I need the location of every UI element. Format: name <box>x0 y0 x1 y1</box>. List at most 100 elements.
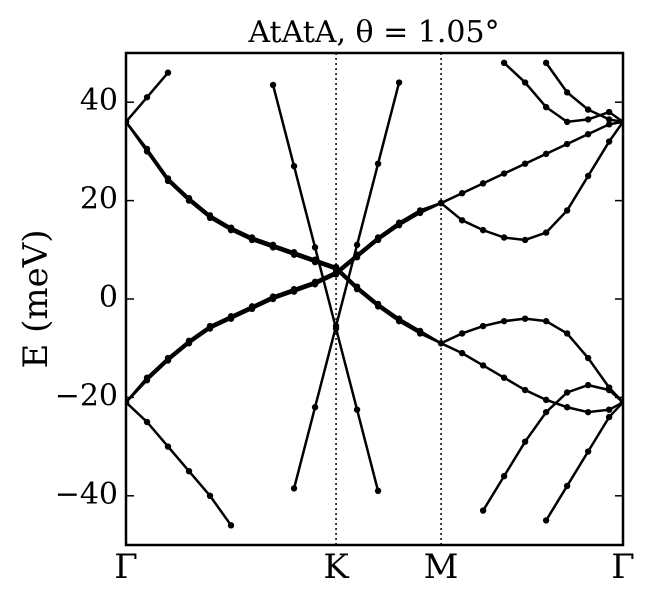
band-point <box>458 330 466 337</box>
band-point <box>353 283 361 290</box>
band-point <box>542 408 550 416</box>
band-point <box>164 443 172 450</box>
y-tick-label: −40 <box>55 477 118 512</box>
band-point <box>584 381 592 389</box>
band-point <box>521 160 529 167</box>
band-point <box>521 236 529 244</box>
band-point <box>479 180 487 187</box>
band-point <box>605 386 613 394</box>
band-point <box>563 118 571 126</box>
band-point <box>605 413 613 421</box>
band-point <box>164 69 172 76</box>
band-point <box>143 376 151 384</box>
band-point <box>542 396 550 404</box>
band-point <box>500 317 508 325</box>
x-tick-label: M <box>424 547 459 587</box>
y-axis-label: E (meV) <box>16 229 56 368</box>
band-point <box>605 121 613 128</box>
band-point <box>206 212 214 219</box>
band-point <box>584 448 592 455</box>
band-line <box>126 401 233 527</box>
band-point <box>584 408 592 416</box>
band-point <box>332 322 340 330</box>
band-point <box>563 89 571 96</box>
band-point <box>500 472 508 480</box>
band-point <box>374 300 382 308</box>
band-point <box>248 234 256 241</box>
band-point <box>542 59 550 67</box>
band-point <box>500 170 508 177</box>
band-point <box>269 81 277 89</box>
x-tick-label: Γ <box>611 547 635 587</box>
band-point <box>500 234 508 241</box>
band-point <box>290 288 298 295</box>
band-point <box>269 295 277 303</box>
band-point <box>521 386 529 394</box>
band-point <box>248 305 256 313</box>
band-line <box>126 121 623 414</box>
band-point <box>563 330 571 337</box>
band-point <box>416 209 424 217</box>
band-point <box>479 322 487 330</box>
band-point <box>521 79 529 86</box>
band-line <box>503 61 623 124</box>
band-point <box>395 315 403 322</box>
band-point <box>542 229 550 236</box>
x-tick-label: K <box>323 547 349 587</box>
band-point <box>143 418 151 426</box>
band-point <box>437 340 445 347</box>
band-point <box>353 241 361 249</box>
band-point <box>542 150 550 158</box>
band-point <box>584 172 592 180</box>
y-tick-label: −20 <box>55 378 118 413</box>
band-line <box>126 121 623 404</box>
band-point <box>437 199 445 207</box>
band-point <box>479 226 487 234</box>
band-point <box>227 224 235 231</box>
band-line <box>271 84 380 492</box>
band-point <box>185 340 193 347</box>
band-point <box>521 438 529 445</box>
band-point <box>332 271 340 278</box>
band-point <box>311 281 319 288</box>
band-point <box>563 140 571 148</box>
plot-area <box>126 53 623 545</box>
band-point <box>584 106 592 113</box>
band-point <box>164 175 172 182</box>
band-point <box>395 79 403 86</box>
band-point <box>416 327 424 335</box>
band-point <box>542 103 550 111</box>
band-point <box>458 190 466 197</box>
band-point <box>374 487 382 495</box>
band-point <box>500 59 508 67</box>
band-point <box>227 315 235 322</box>
band-point <box>353 406 361 413</box>
band-point <box>605 108 613 116</box>
chart-title: AtAtA, θ = 1.05° <box>247 15 499 50</box>
band-point <box>143 145 151 153</box>
band-point <box>206 492 214 499</box>
band-point <box>374 160 382 167</box>
band-point <box>164 357 172 364</box>
band-point <box>395 222 403 229</box>
x-tick-label: Γ <box>114 547 138 587</box>
band-point <box>374 236 382 244</box>
band-point <box>311 404 319 411</box>
band-point <box>479 362 487 369</box>
band-point <box>542 517 550 524</box>
band-point <box>584 116 592 123</box>
band-point <box>563 482 571 490</box>
band-point <box>605 138 613 145</box>
band-line <box>126 121 623 404</box>
band-point <box>290 485 298 492</box>
band-point <box>584 354 592 362</box>
plot-frame <box>124 51 625 547</box>
band-point <box>605 116 613 123</box>
band-point <box>563 389 571 396</box>
band-point <box>311 244 319 251</box>
band-line <box>545 401 623 522</box>
band-line <box>126 120 623 404</box>
band-point <box>143 94 151 101</box>
band-point <box>269 241 277 249</box>
